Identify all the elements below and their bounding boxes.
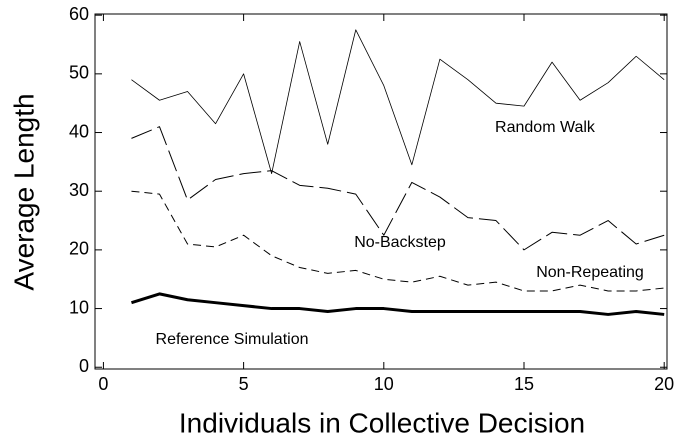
y-tick-label: 50 <box>69 63 89 83</box>
series-label: Reference Simulation <box>156 331 309 348</box>
series-label: Random Walk <box>495 119 596 136</box>
x-tick-label: 20 <box>654 374 674 394</box>
y-axis-label: Average Length <box>8 93 39 290</box>
series-label: No-Backstep <box>354 234 446 251</box>
series-line <box>131 29 665 175</box>
series-line <box>131 292 665 316</box>
y-tick-label: 60 <box>69 4 89 24</box>
x-tick-label: 10 <box>374 374 394 394</box>
series-label: Non-Repeating <box>536 264 644 281</box>
y-tick-label: 40 <box>69 121 89 141</box>
x-axis-label: Individuals in Collective Decision <box>179 407 585 438</box>
x-tick-label: 0 <box>98 374 108 394</box>
x-tick-label: 15 <box>514 374 534 394</box>
series-line <box>131 190 665 292</box>
y-tick-label: 20 <box>69 239 89 259</box>
y-tick-label: 10 <box>69 297 89 317</box>
y-tick-label: 0 <box>79 356 89 376</box>
plot-frame <box>94 13 668 370</box>
y-tick-label: 30 <box>69 180 89 200</box>
x-tick-label: 5 <box>239 374 249 394</box>
series-line <box>131 126 665 251</box>
